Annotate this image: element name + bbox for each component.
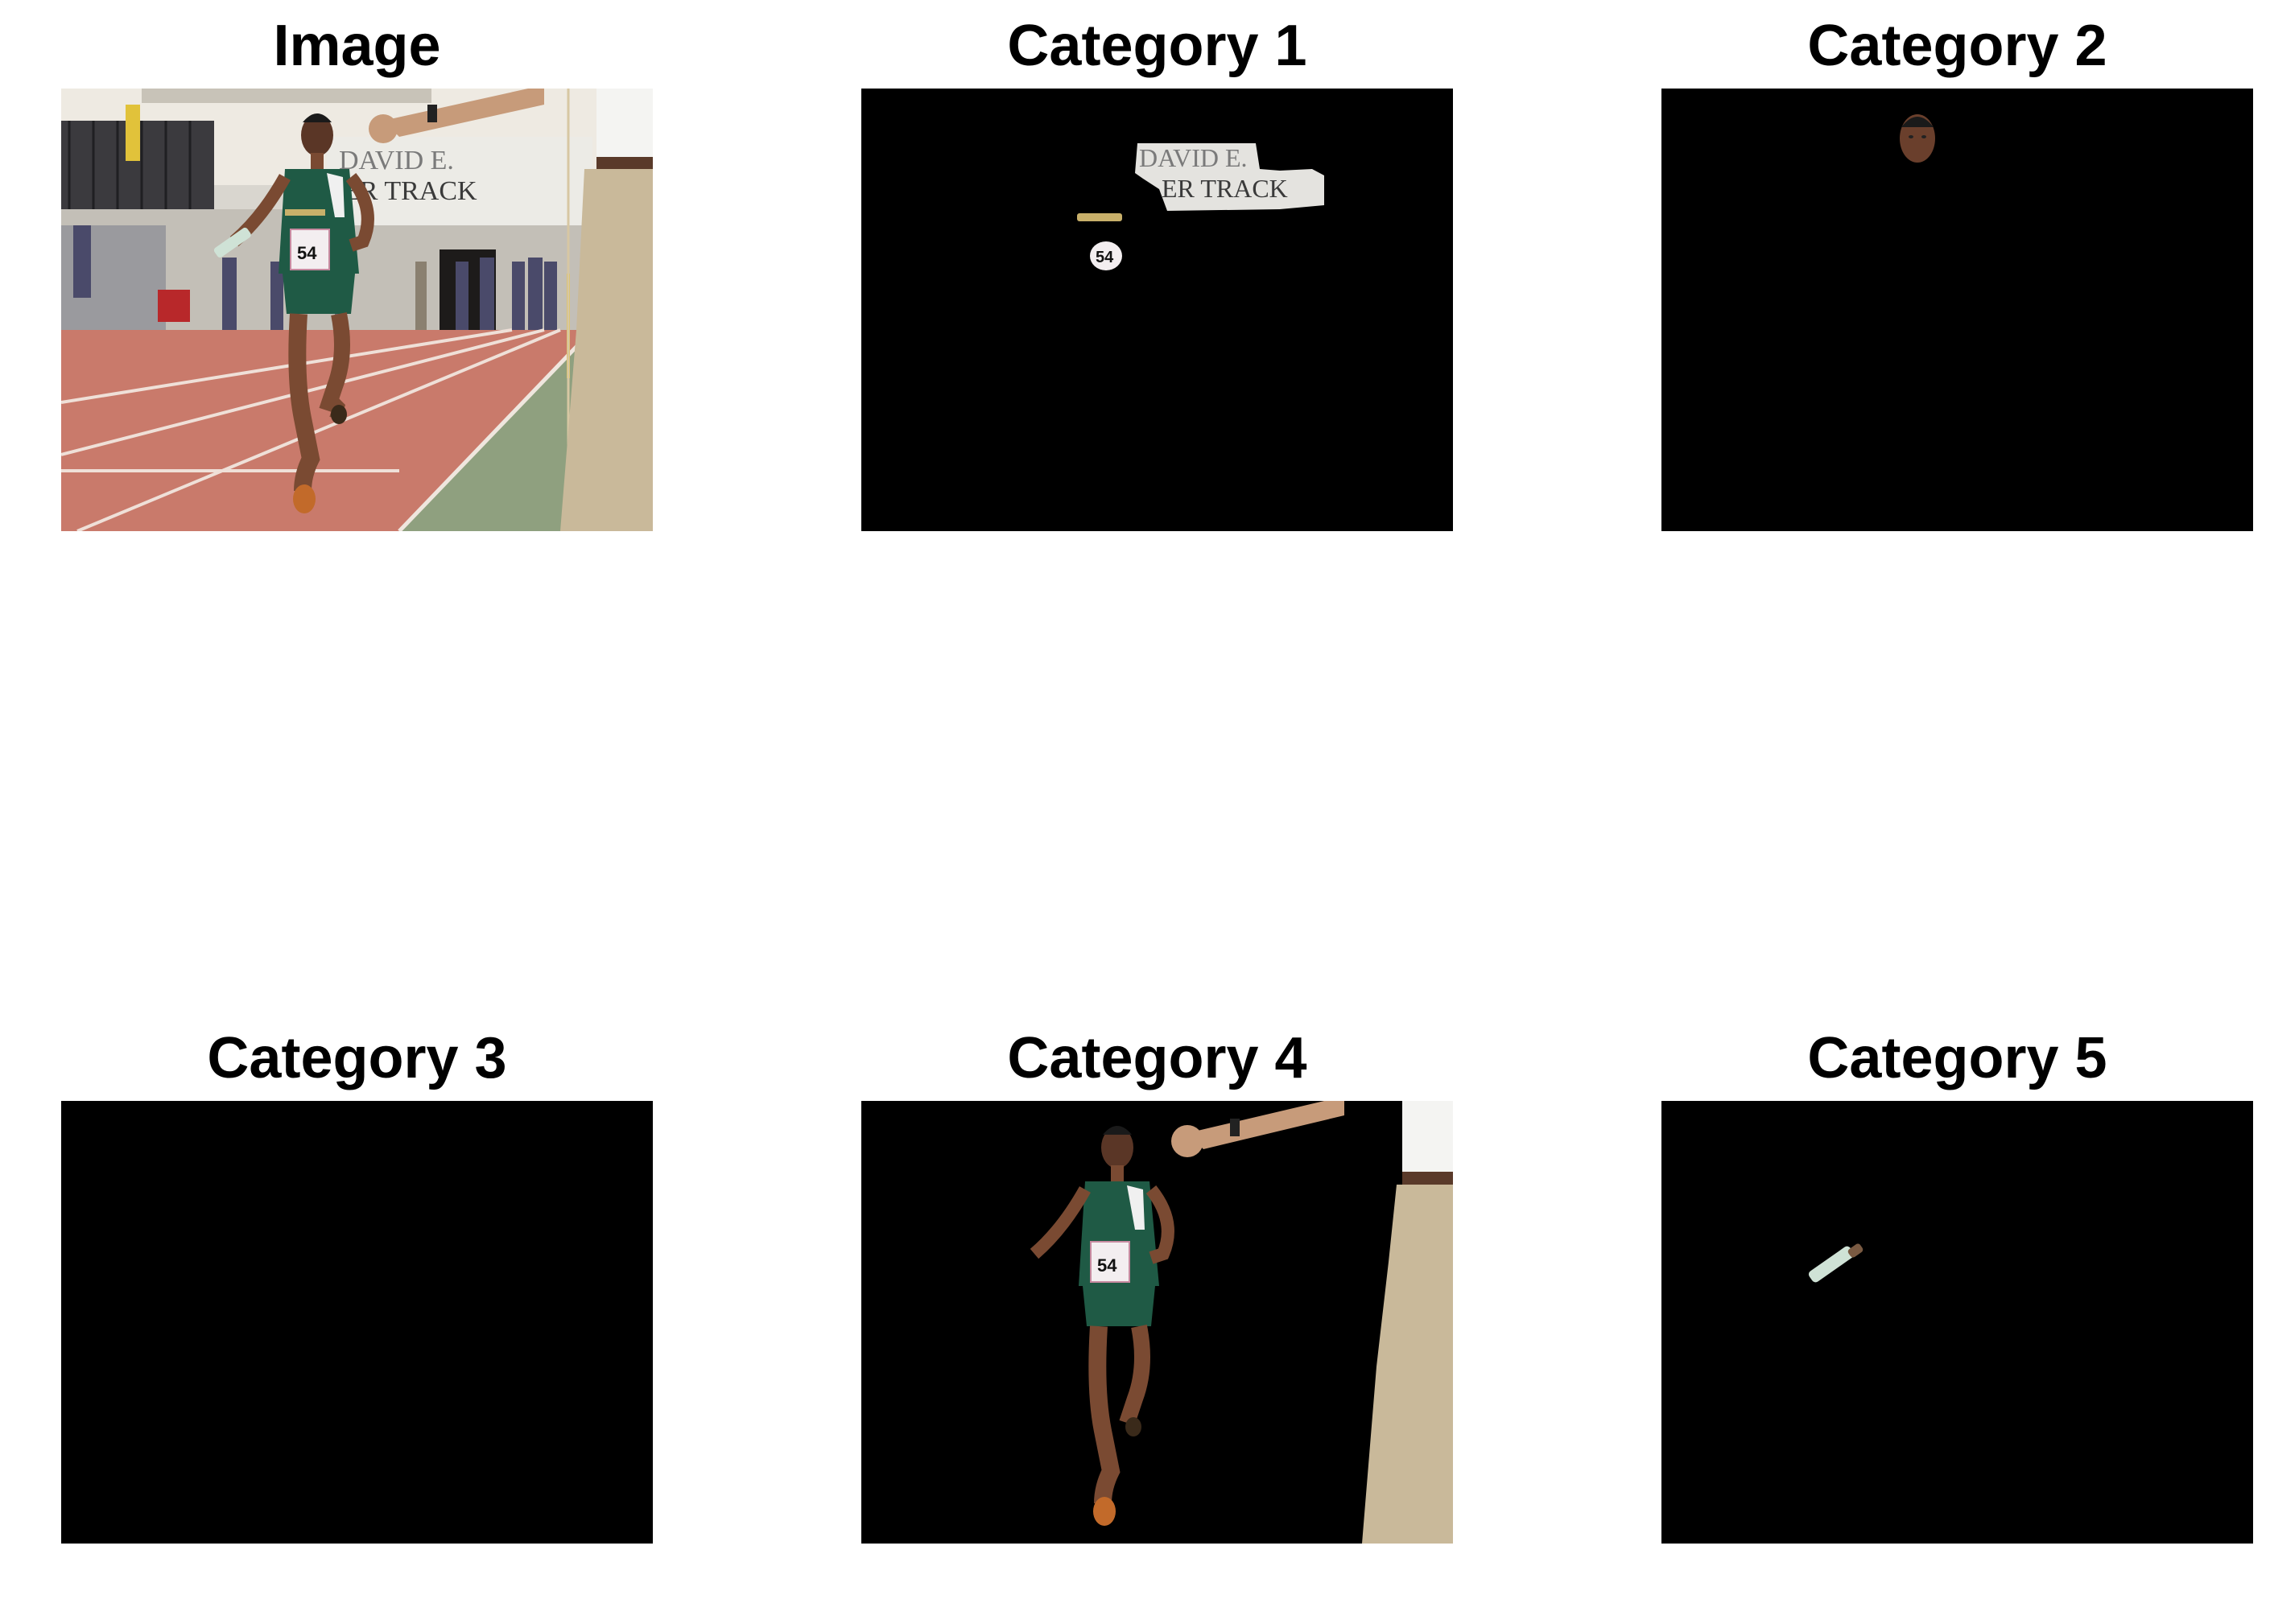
photo-scene: DAVID E. ER TRACK xyxy=(61,89,653,531)
panel-title: Category 1 xyxy=(1007,14,1307,78)
mask-category-3 xyxy=(61,1101,653,1544)
banner-text-2: ER TRACK xyxy=(1162,174,1288,203)
mask-category-1: DAVID E. ER TRACK 54 xyxy=(861,89,1453,531)
runner: 54 xyxy=(213,113,374,513)
bib-number: 54 xyxy=(1096,249,1114,266)
mask-category-5 xyxy=(1661,1101,2253,1544)
bib-number: 54 xyxy=(1097,1255,1117,1276)
bib-number: 54 xyxy=(297,243,317,263)
runner: 54 xyxy=(1030,1126,1174,1526)
banner-text-1: DAVID E. xyxy=(1139,143,1248,172)
panel-title: Category 3 xyxy=(207,1026,507,1090)
mask-scene-4: 54 xyxy=(861,1101,1453,1544)
mask-category-2 xyxy=(1661,89,2253,531)
mask-scene-5 xyxy=(1661,1101,2253,1544)
panel-title: Category 2 xyxy=(1807,14,2107,78)
banner-text-1: DAVID E. xyxy=(339,146,454,175)
mask-scene-3 xyxy=(61,1101,653,1544)
mask-scene-1: DAVID E. ER TRACK 54 xyxy=(861,89,1453,531)
panel-title: Category 5 xyxy=(1807,1026,2107,1090)
panel-title: Image xyxy=(273,14,441,78)
original-photo: DAVID E. ER TRACK xyxy=(61,89,653,531)
panel-title: Category 4 xyxy=(1007,1026,1307,1090)
mask-category-4: 54 xyxy=(861,1101,1453,1544)
mask-scene-2 xyxy=(1661,89,2253,531)
